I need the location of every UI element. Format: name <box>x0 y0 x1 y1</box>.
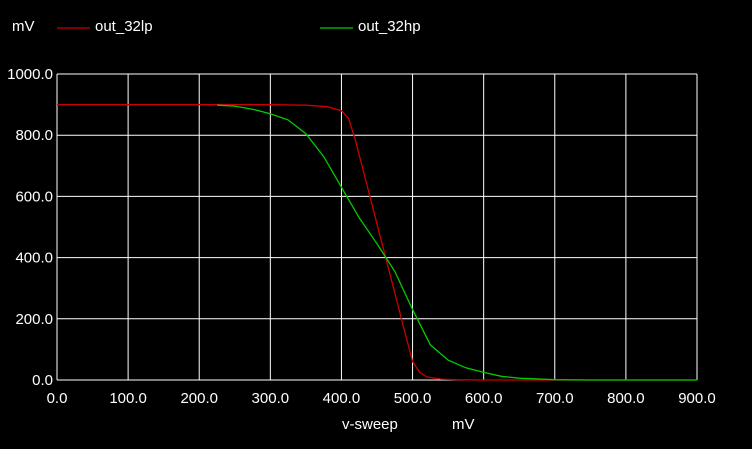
x-tick-label: 600.0 <box>465 390 503 407</box>
y-tick-label: 200.0 <box>15 311 53 328</box>
x-tick-label: 700.0 <box>536 390 574 407</box>
x-tick-label: 900.0 <box>678 390 716 407</box>
x-tick-label: 400.0 <box>323 390 361 407</box>
x-tick-label: 800.0 <box>607 390 645 407</box>
series-line-out-32hp <box>216 104 697 381</box>
series-line-out-32lp <box>57 103 697 381</box>
y-tick-label: 400.0 <box>15 250 53 267</box>
x-tick-label: 100.0 <box>109 390 147 407</box>
tick-labels: 0.0 100.0 200.0 300.0 400.0 500.0 600.0 700.0 80… <box>7 66 716 407</box>
legend-label-out-32lp: out_32lp <box>95 18 153 35</box>
x-axis-unit-label: mV <box>452 416 475 433</box>
x-axis-label: v-sweep <box>342 416 398 433</box>
y-axis-unit-label: mV <box>12 18 35 35</box>
x-tick-label: 200.0 <box>180 390 218 407</box>
x-tick-label: 0.0 <box>47 390 68 407</box>
series-lines <box>57 103 697 381</box>
y-tick-label: 1000.0 <box>7 66 53 83</box>
y-tick-label: 800.0 <box>15 127 53 144</box>
legend-label-out-32hp: out_32hp <box>358 18 421 35</box>
y-tick-label: 600.0 <box>15 188 53 205</box>
x-tick-label: 300.0 <box>252 390 290 407</box>
x-tick-label: 500.0 <box>394 390 432 407</box>
y-tick-label: 0.0 <box>32 372 53 389</box>
grid <box>56 73 698 381</box>
